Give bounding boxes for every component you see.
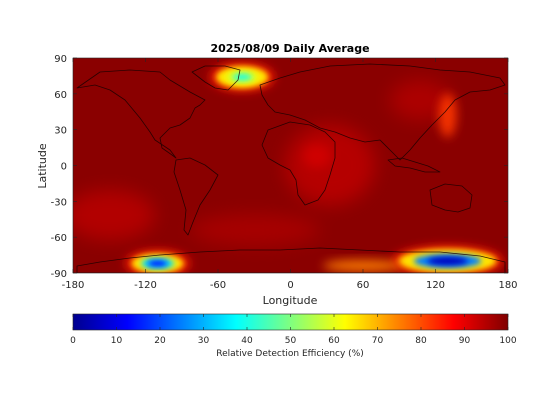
- colorbar-ticks: 0 10 20 30 40 50 60 70 80 90 100: [70, 314, 517, 346]
- y-tick-label: -90: [51, 269, 67, 280]
- colorbar-label: Relative Detection Efficiency (%): [216, 349, 364, 359]
- y-tick-label: 60: [54, 90, 67, 101]
- feature-4: [392, 246, 503, 273]
- feature-3: [125, 250, 190, 273]
- feature-core: [147, 260, 168, 267]
- colorbar-tick-label: 100: [499, 336, 516, 346]
- x-tick-label: -60: [210, 280, 226, 291]
- y-tick-label: 0: [61, 162, 67, 173]
- colorbar-tick-label: 50: [285, 336, 297, 346]
- colorbar-tick-label: 70: [372, 336, 384, 346]
- colorbar-tick-label: 40: [241, 336, 253, 346]
- feature-core: [232, 73, 253, 81]
- x-axis-label: Longitude: [263, 294, 318, 307]
- feature-core: [427, 257, 468, 266]
- y-tick-label: -60: [51, 233, 67, 244]
- colorbar-tick-label: 60: [328, 336, 340, 346]
- colorbar-tick-label: 20: [154, 336, 166, 346]
- y-ticks: 90 60 30 0 -30 -60 -90: [51, 54, 508, 280]
- x-tick-label: 120: [426, 280, 445, 291]
- colorbar-tick-label: 0: [70, 336, 76, 346]
- x-tick-label: 60: [357, 280, 370, 291]
- coastlines: [76, 63, 506, 273]
- feature-5: [323, 259, 403, 272]
- feature-core: [303, 143, 332, 168]
- feature-1: [438, 93, 457, 138]
- x-tick-label: -180: [62, 280, 85, 291]
- colorbar-tick-label: 90: [459, 336, 471, 346]
- y-axis-label: Latitude: [36, 143, 49, 189]
- colorbar-tick-label: 30: [198, 336, 210, 346]
- x-tick-label: 0: [287, 280, 293, 291]
- x-tick-label: 180: [498, 280, 517, 291]
- chart-title: 2025/08/09 Daily Average: [210, 42, 369, 55]
- efficiency-swaths: [73, 80, 450, 246]
- feature-core: [323, 259, 403, 272]
- x-ticks: -180 -120 -60 0 60 120 180: [62, 58, 518, 291]
- y-tick-label: -30: [51, 197, 67, 208]
- y-tick-label: 30: [54, 126, 67, 137]
- map-area: [73, 58, 508, 273]
- x-tick-label: -120: [134, 280, 157, 291]
- feature-2: [303, 143, 332, 168]
- colorbar-tick-label: 80: [415, 336, 427, 346]
- colorbar-tick-label: 10: [111, 336, 123, 346]
- feature-0: [210, 63, 275, 92]
- y-tick-label: 90: [54, 54, 67, 65]
- feature-core: [438, 93, 457, 138]
